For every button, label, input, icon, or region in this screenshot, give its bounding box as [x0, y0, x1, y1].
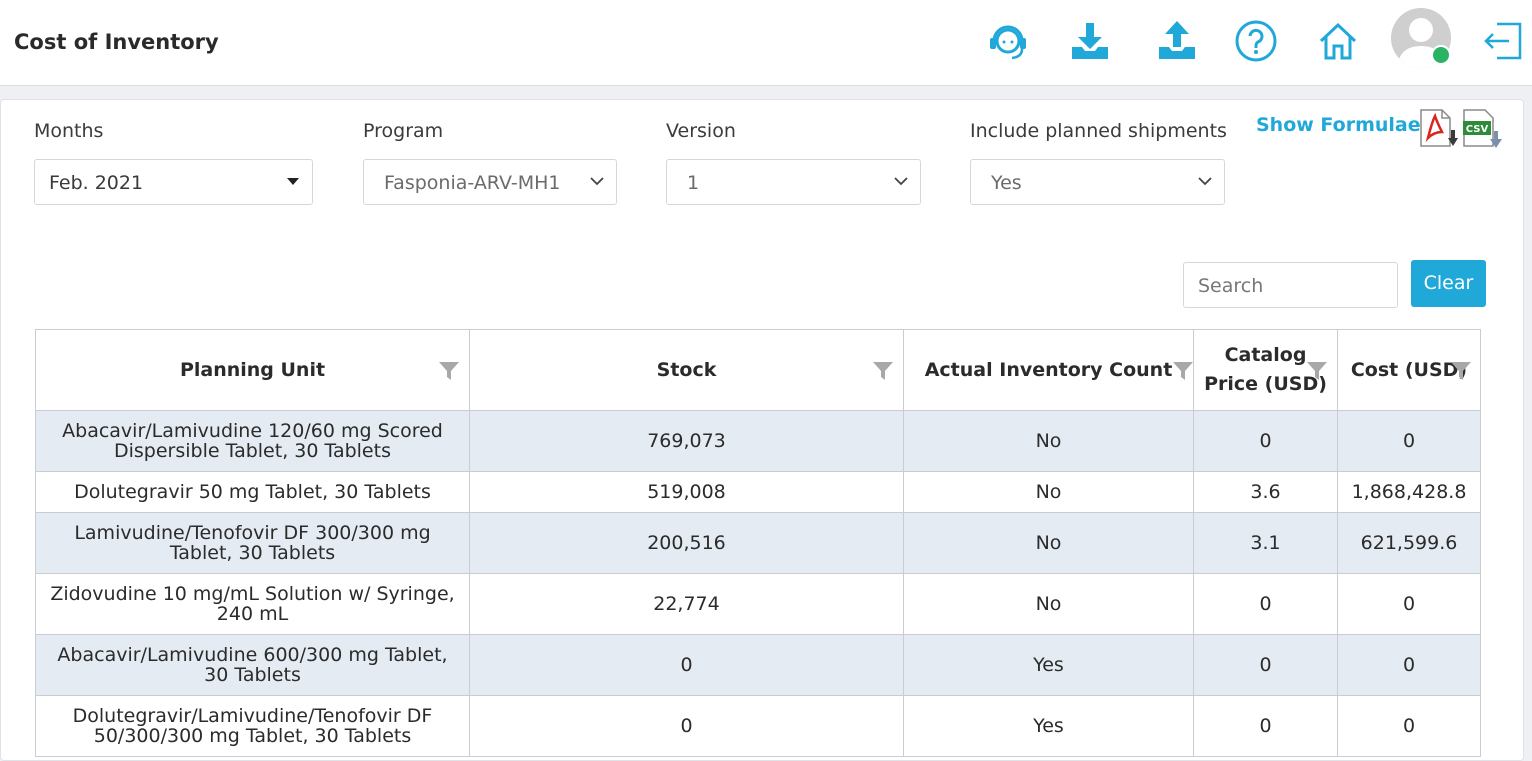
download-icon[interactable]: [1068, 19, 1112, 63]
version-label: Version: [666, 120, 736, 142]
chevron-down-icon: [1198, 177, 1212, 186]
filter-icon[interactable]: [1173, 362, 1193, 380]
table-row[interactable]: Abacavir/Lamivudine 600/300 mg Tablet, 3…: [35, 634, 1481, 696]
caret-down-icon: [287, 178, 299, 185]
program-value: Fasponia-ARV-MH1: [384, 172, 561, 194]
catalog-price-cell: 3.1: [1193, 512, 1338, 574]
filter-icon[interactable]: [1307, 362, 1327, 380]
pdf-export-icon[interactable]: [1418, 108, 1460, 150]
stock-cell: 22,774: [469, 573, 904, 635]
filter-icon[interactable]: [1451, 362, 1471, 380]
home-icon[interactable]: [1316, 19, 1360, 63]
catalog-price-cell: 0: [1193, 573, 1338, 635]
planning-unit-cell: Dolutegravir 50 mg Tablet, 30 Tablets: [35, 471, 470, 513]
clear-button[interactable]: Clear: [1411, 260, 1486, 307]
program-select[interactable]: Fasponia-ARV-MH1: [363, 159, 617, 205]
cost-cell: 621,599.6: [1337, 512, 1481, 574]
filter-icon[interactable]: [439, 362, 459, 380]
version-select[interactable]: 1: [666, 159, 921, 205]
catalog-price-cell: 0: [1193, 695, 1338, 757]
table-row[interactable]: Lamivudine/Tenofovir DF 300/300 mg Table…: [35, 512, 1481, 574]
stock-cell: 0: [469, 634, 904, 696]
column-header-stock[interactable]: Stock: [469, 329, 904, 411]
stock-cell: 519,008: [469, 471, 904, 513]
svg-text:CSV: CSV: [1466, 124, 1489, 135]
stock-cell: 769,073: [469, 410, 904, 472]
cost-cell: 0: [1337, 410, 1481, 472]
logout-icon[interactable]: [1483, 21, 1523, 61]
online-status-dot: [1431, 45, 1451, 65]
column-header-actual-inventory-count[interactable]: Actual Inventory Count: [903, 329, 1194, 411]
support-agent-icon[interactable]: [986, 19, 1030, 63]
filter-icon[interactable]: [873, 362, 893, 380]
planned-shipments-select[interactable]: Yes: [970, 159, 1225, 205]
actual-inventory-count-cell: No: [903, 471, 1194, 513]
table-row[interactable]: Zidovudine 10 mg/mL Solution w/ Syringe,…: [35, 573, 1481, 635]
version-value: 1: [687, 172, 700, 194]
actual-inventory-count-cell: Yes: [903, 695, 1194, 757]
table-row[interactable]: Dolutegravir/Lamivudine/Tenofovir DF 50/…: [35, 695, 1481, 757]
cost-cell: 0: [1337, 573, 1481, 635]
search-input[interactable]: Search: [1183, 262, 1398, 308]
actual-inventory-count-cell: No: [903, 512, 1194, 574]
table-header-row: Planning Unit Stock Actual Inventory Cou…: [35, 329, 1481, 411]
catalog-price-cell: 0: [1193, 634, 1338, 696]
help-icon[interactable]: [1234, 19, 1278, 63]
column-header-cost[interactable]: Cost (USD): [1337, 329, 1481, 411]
program-label: Program: [363, 120, 444, 142]
catalog-price-cell: 0: [1193, 410, 1338, 472]
cost-of-inventory-table: Planning Unit Stock Actual Inventory Cou…: [35, 329, 1481, 757]
csv-export-icon[interactable]: CSV: [1461, 108, 1503, 150]
months-select[interactable]: Feb. 2021: [34, 159, 313, 205]
table-body: Abacavir/Lamivudine 120/60 mg Scored Dis…: [35, 410, 1481, 757]
top-bar: Cost of Inventory: [0, 0, 1532, 86]
actual-inventory-count-cell: Yes: [903, 634, 1194, 696]
upload-icon[interactable]: [1155, 19, 1199, 63]
catalog-price-cell: 3.6: [1193, 471, 1338, 513]
column-header-planning-unit[interactable]: Planning Unit: [35, 329, 470, 411]
actual-inventory-count-cell: No: [903, 410, 1194, 472]
stock-cell: 200,516: [469, 512, 904, 574]
planning-unit-cell: Zidovudine 10 mg/mL Solution w/ Syringe,…: [35, 573, 470, 635]
actual-inventory-count-cell: No: [903, 573, 1194, 635]
planning-unit-cell: Lamivudine/Tenofovir DF 300/300 mg Table…: [35, 512, 470, 574]
months-value: Feb. 2021: [49, 172, 144, 194]
cost-cell: 1,868,428.8: [1337, 471, 1481, 513]
planning-unit-cell: Abacavir/Lamivudine 600/300 mg Tablet, 3…: [35, 634, 470, 696]
table-row[interactable]: Dolutegravir 50 mg Tablet, 30 Tablets 519…: [35, 471, 1481, 513]
table-row[interactable]: Abacavir/Lamivudine 120/60 mg Scored Dis…: [35, 410, 1481, 472]
column-header-catalog-price[interactable]: Catalog Price (USD): [1193, 329, 1338, 411]
planning-unit-cell: Abacavir/Lamivudine 120/60 mg Scored Dis…: [35, 410, 470, 472]
cost-cell: 0: [1337, 695, 1481, 757]
chevron-down-icon: [590, 177, 604, 186]
show-formulae-link[interactable]: Show Formulae: [1256, 114, 1421, 136]
months-label: Months: [34, 120, 104, 142]
page-title: Cost of Inventory: [14, 30, 219, 54]
cost-cell: 0: [1337, 634, 1481, 696]
chevron-down-icon: [894, 177, 908, 186]
planned-shipments-label: Include planned shipments: [970, 120, 1227, 142]
planned-shipments-value: Yes: [991, 172, 1022, 194]
stock-cell: 0: [469, 695, 904, 757]
planning-unit-cell: Dolutegravir/Lamivudine/Tenofovir DF 50/…: [35, 695, 470, 757]
